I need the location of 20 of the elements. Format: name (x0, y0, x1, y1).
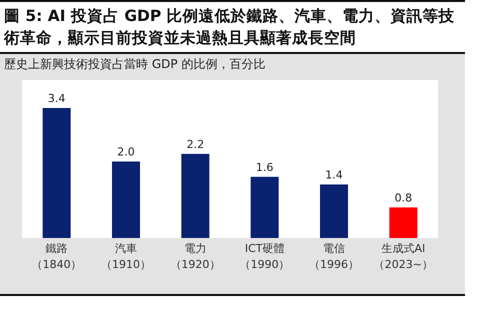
chart-subtitle: 歷史上新興技術投資占當時 GDP 的比例，百分比 (4, 57, 266, 71)
bar (42, 108, 71, 238)
x-tick-label: 鐵路（1840） (32, 242, 82, 271)
data-label: 2.0 (117, 146, 135, 159)
data-label: 0.8 (394, 191, 412, 204)
x-tick-label: 生成式AI（2023~） (374, 242, 433, 271)
x-tick-label: 電力（1920） (170, 242, 220, 271)
data-label: 1.4 (325, 168, 343, 182)
bar (112, 162, 140, 238)
x-tick-label: 汽車（1910） (101, 242, 151, 271)
data-label: 3.4 (48, 92, 66, 105)
data-label: 1.6 (256, 160, 274, 174)
chart-title: 圖 5: AI 投資占 GDP 比例遠低於鐵路、汽車、電力、資訊等技術革命，顯示目前投資並未過熱且具顯著成長空間 (3, 7, 456, 47)
bar (181, 154, 210, 238)
bar (250, 176, 279, 238)
bar (320, 184, 348, 238)
data-label: 2.2 (186, 138, 204, 151)
x-tick-label: 電信（1996） (309, 242, 359, 271)
x-tick-label: ICT硬體（1990） (240, 242, 290, 271)
bar (389, 207, 418, 238)
